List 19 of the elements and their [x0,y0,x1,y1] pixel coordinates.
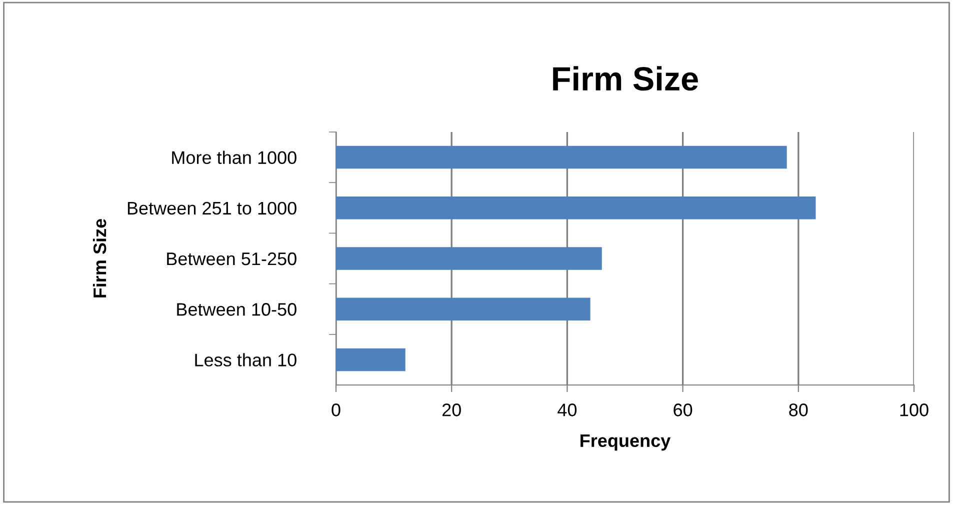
bar [336,146,787,169]
bar [336,247,602,270]
x-tick-label: 100 [900,404,928,416]
bar [336,196,816,220]
y-tick-label: Less than 10 [195,353,296,366]
y-axis-title: Firm Size [92,218,106,298]
y-tick-label: More than 1000 [172,150,296,164]
x-tick-label: 0 [332,404,340,416]
x-tick-label: 20 [442,404,461,416]
bar [336,348,406,372]
y-tick-label: Between 10-50 [177,303,296,316]
x-tick-label: 60 [674,404,692,416]
x-tick-label: 80 [789,404,808,416]
y-tick-label: Between 51-250 [167,252,296,266]
bar [336,298,590,320]
x-axis-title: Frequency [580,434,671,451]
chart-title: Firm Size [553,66,698,91]
y-tick-label: Between 251 to 1000 [128,202,296,215]
x-tick-label: 40 [558,404,577,416]
